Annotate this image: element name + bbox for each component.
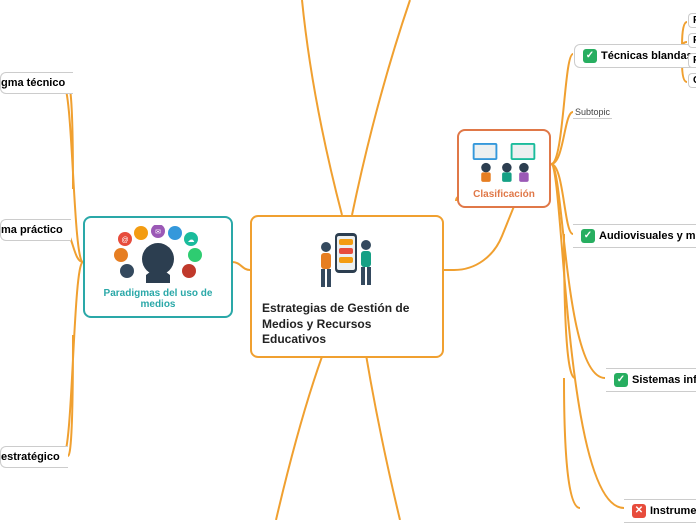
center-illustration: [262, 225, 432, 295]
left-leaf[interactable]: estratégico: [0, 446, 68, 468]
connector-line: [551, 164, 573, 234]
connector-line: [551, 54, 573, 164]
left-leaf[interactable]: ma práctico: [0, 219, 71, 241]
connector-line: [551, 164, 624, 508]
left-branch-illustration: @ ✉ ☁: [93, 224, 223, 284]
leaf-label: Instrumentos: [650, 505, 696, 517]
connector-line: [232, 262, 250, 270]
right-branch-illustration: [467, 137, 541, 185]
left-branch-title: Paradigmas del uso de medios: [93, 288, 223, 310]
tiny-leaf[interactable]: P: [688, 53, 696, 68]
leaf-label: Técnicas blandas: [601, 50, 693, 62]
center-node[interactable]: Estrategias de Gestión de Medios y Recur…: [250, 215, 444, 358]
connector-line: [352, 0, 410, 215]
check-icon: ✓: [581, 229, 595, 243]
connector-line: [276, 330, 332, 520]
svg-text:✉: ✉: [155, 229, 161, 236]
connector-line: [302, 0, 342, 215]
check-icon: ✓: [614, 373, 628, 387]
tiny-leaf[interactable]: R: [688, 33, 696, 48]
x-icon: ✕: [632, 504, 646, 518]
right-leaf[interactable]: ✕ Instrumentos: [624, 499, 696, 523]
right-leaf[interactable]: ✓ Técnicas blandas: [574, 44, 696, 68]
right-branch-node[interactable]: Clasificación: [457, 129, 551, 208]
subtopic-text: Subtopic: [575, 107, 610, 117]
connector-line: [362, 330, 400, 520]
right-leaf[interactable]: ✓ Audiovisuales y medios de: [573, 224, 696, 248]
left-branch-node[interactable]: @ ✉ ☁ Paradigmas del uso de medios: [83, 216, 233, 318]
right-branch-title: Clasificación: [467, 189, 541, 200]
leaf-label: Audiovisuales y medios de: [599, 230, 696, 242]
check-icon: ✓: [583, 49, 597, 63]
tiny-leaf[interactable]: P: [688, 13, 696, 28]
svg-text:☁: ☁: [188, 237, 195, 244]
left-leaf[interactable]: gma técnico: [0, 72, 73, 94]
svg-text:@: @: [121, 237, 128, 244]
leaf-label: Sistemas infor: [632, 374, 696, 386]
center-title: Estrategias de Gestión de Medios y Recur…: [262, 301, 432, 348]
connector-line: [551, 112, 573, 164]
subtopic-label[interactable]: Subtopic: [573, 106, 612, 119]
connector-line: [63, 262, 83, 456]
right-leaf[interactable]: ✓ Sistemas infor: [606, 368, 696, 392]
tiny-leaf[interactable]: C: [688, 73, 696, 88]
connector-line: [551, 164, 605, 378]
